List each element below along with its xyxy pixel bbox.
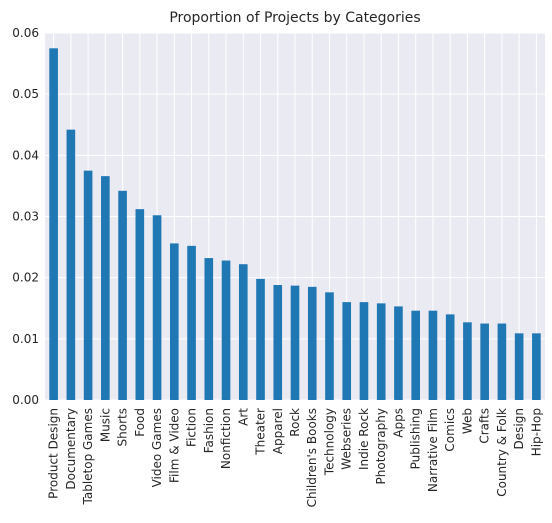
y-tick-label: 0.02: [12, 271, 39, 285]
x-tick-label: Children's Books: [305, 408, 319, 507]
bar: [170, 243, 179, 400]
x-tick-label: Hip-Hop: [529, 408, 543, 456]
x-tick-label: Art: [236, 408, 250, 426]
bar: [83, 170, 93, 400]
x-tick-label: Country & Folk: [495, 408, 509, 497]
x-tick-label: Technology: [322, 408, 336, 476]
y-tick-label: 0.00: [12, 393, 39, 407]
bar: [135, 209, 145, 400]
bar: [273, 285, 283, 400]
x-tick-label: Indie Rock: [357, 408, 371, 470]
y-tick-label: 0.06: [12, 26, 39, 40]
y-tick-label: 0.05: [12, 87, 39, 101]
bar: [359, 302, 369, 400]
x-tick-label: Theater: [254, 408, 268, 456]
x-tick-label: Photography: [374, 408, 388, 484]
x-tick-label: Video Games: [150, 408, 164, 487]
bar: [290, 285, 300, 400]
bar: [514, 333, 524, 400]
bar: [152, 215, 162, 400]
x-tick-label: Publishing: [409, 408, 423, 469]
x-axis-ticks: Product Design Documentary Tabletop Games M…: [47, 408, 544, 508]
bar: [221, 260, 231, 400]
bar: [342, 302, 352, 400]
x-tick-label: Product Design: [47, 408, 61, 499]
x-tick-label: Narrative Film: [426, 408, 440, 492]
bar: [376, 303, 386, 400]
bar: [66, 129, 76, 401]
bar: [325, 292, 334, 400]
bar: [532, 333, 541, 400]
bar: [445, 314, 455, 400]
x-tick-label: Apparel: [271, 408, 285, 454]
chart-title: Proportion of Projects by Categories: [169, 10, 420, 26]
x-tick-label: Film & Video: [167, 408, 181, 483]
x-tick-label: Fiction: [185, 408, 199, 447]
bar: [497, 323, 507, 400]
x-tick-label: Apps: [391, 408, 405, 438]
x-tick-label: Webseries: [340, 408, 354, 470]
x-tick-label: Nonfiction: [219, 408, 233, 469]
x-tick-label: Web: [460, 408, 474, 434]
x-tick-label: Crafts: [478, 408, 492, 444]
x-tick-label: Rock: [288, 408, 302, 437]
y-axis-ticks: 0.00 0.01 0.02 0.03 0.04 0.05 0.06: [12, 26, 39, 407]
bar: [256, 278, 265, 400]
x-tick-label: Fashion: [202, 408, 216, 453]
bar: [101, 176, 110, 400]
x-tick-label: Comics: [443, 408, 457, 452]
y-tick-label: 0.03: [12, 210, 39, 224]
bar: [463, 322, 472, 400]
y-tick-label: 0.04: [12, 148, 39, 162]
bar: [307, 286, 317, 400]
bar: [204, 258, 214, 400]
x-tick-label: Food: [133, 408, 147, 437]
y-tick-label: 0.01: [12, 332, 39, 346]
bar: [394, 306, 403, 400]
x-tick-label: Shorts: [116, 408, 130, 446]
bar: [411, 310, 420, 400]
x-tick-label: Tabletop Games: [81, 408, 95, 506]
bars: [49, 48, 541, 401]
bar: [187, 245, 196, 400]
bar: [480, 323, 489, 400]
x-tick-label: Design: [512, 408, 526, 449]
bar: [238, 264, 248, 400]
bar: [118, 190, 127, 400]
x-tick-label: Music: [98, 408, 112, 442]
bar: [49, 48, 58, 401]
x-tick-label: Documentary: [64, 408, 78, 490]
bar: [428, 310, 438, 400]
